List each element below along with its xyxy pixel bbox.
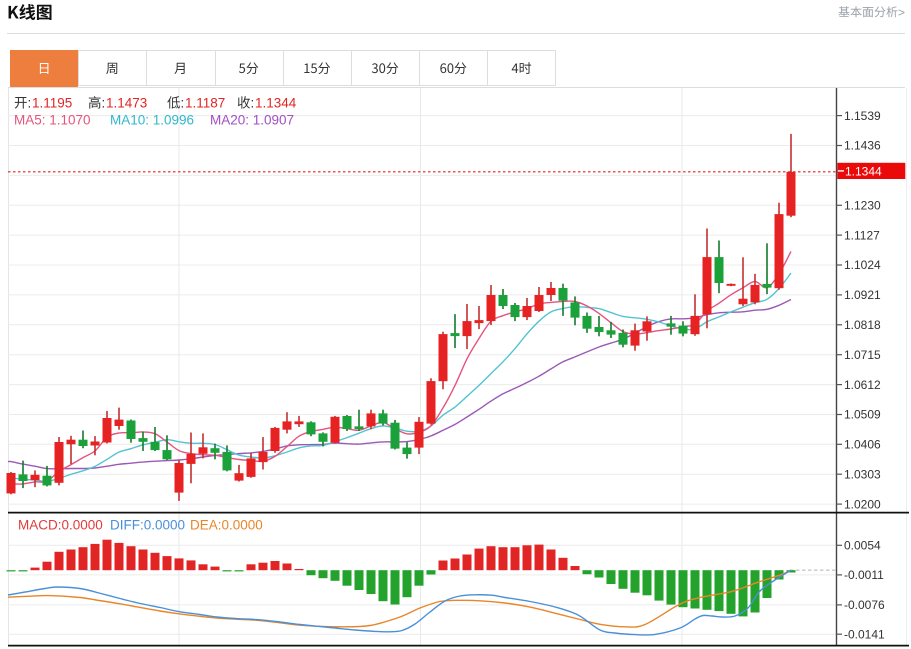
- svg-text::: :: [181, 96, 185, 111]
- svg-text:1.0818: 1.0818: [844, 318, 881, 332]
- svg-text:MA5: 1.1070: MA5: 1.1070: [14, 113, 91, 128]
- svg-text:MACD:0.0000: MACD:0.0000: [18, 518, 103, 533]
- svg-text:1.1473: 1.1473: [106, 96, 147, 111]
- svg-text:1.1230: 1.1230: [844, 199, 881, 213]
- svg-text:1.0612: 1.0612: [844, 378, 881, 392]
- svg-text:1.0303: 1.0303: [844, 467, 881, 481]
- svg-text:0.0054: 0.0054: [844, 539, 881, 553]
- svg-text::: :: [28, 96, 32, 111]
- svg-text:DIFF:0.0000: DIFF:0.0000: [110, 518, 185, 533]
- svg-text:1.0715: 1.0715: [844, 348, 881, 362]
- svg-text:1.0921: 1.0921: [844, 288, 881, 302]
- svg-text:1.0509: 1.0509: [844, 408, 881, 422]
- svg-text:1.0200: 1.0200: [844, 497, 881, 511]
- svg-text:1.1024: 1.1024: [844, 258, 881, 272]
- svg-text:MA20: 1.0907: MA20: 1.0907: [210, 113, 294, 128]
- svg-text:1.1344: 1.1344: [255, 96, 297, 111]
- svg-text:-0.0011: -0.0011: [844, 568, 884, 582]
- svg-text:DEA:0.0000: DEA:0.0000: [190, 518, 263, 533]
- svg-text:>: >: [898, 5, 905, 19]
- svg-text:1.1195: 1.1195: [32, 96, 72, 111]
- svg-text::: :: [102, 96, 106, 111]
- svg-text::: :: [251, 96, 255, 111]
- svg-text:MA10: 1.0996: MA10: 1.0996: [110, 113, 194, 128]
- svg-text:1.1187: 1.1187: [185, 96, 225, 111]
- svg-text:-0.0141: -0.0141: [844, 627, 885, 641]
- svg-text:1.1539: 1.1539: [844, 109, 881, 123]
- svg-text:1.0406: 1.0406: [844, 438, 881, 452]
- svg-text:1.1344: 1.1344: [845, 165, 882, 179]
- svg-text:1.1127: 1.1127: [844, 228, 880, 242]
- svg-text:1.1436: 1.1436: [844, 139, 881, 153]
- svg-text:-0.0076: -0.0076: [844, 598, 885, 612]
